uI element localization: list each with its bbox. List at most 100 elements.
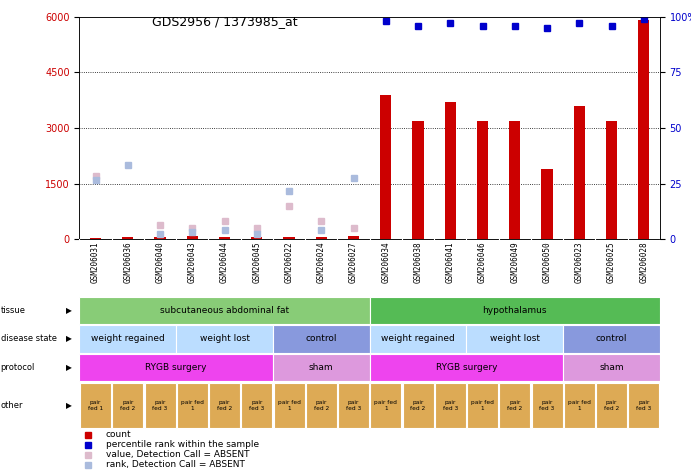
Bar [338,383,369,428]
Text: tissue: tissue [1,306,26,315]
Text: control: control [596,335,627,343]
Bar [541,169,553,239]
Text: pair
fed 2: pair fed 2 [507,400,522,410]
Bar [380,95,391,239]
Bar [563,354,660,381]
Bar [467,383,498,428]
Text: GSM206050: GSM206050 [542,241,551,283]
Text: count: count [106,430,131,439]
Text: GSM206043: GSM206043 [188,241,197,283]
Bar [274,383,305,428]
Bar [273,325,370,353]
Bar [273,354,370,381]
Bar [283,237,294,239]
Text: pair
fed 2: pair fed 2 [604,400,619,410]
Bar [348,237,359,239]
Text: GSM206034: GSM206034 [381,241,390,283]
Text: pair
fed 3: pair fed 3 [636,400,652,410]
Bar [509,120,520,239]
Text: pair
fed 3: pair fed 3 [346,400,361,410]
Text: ▶: ▶ [66,363,72,372]
Bar [241,383,272,428]
Text: RYGB surgery: RYGB surgery [145,363,207,372]
Text: disease state: disease state [1,335,57,343]
Bar [563,325,660,353]
Bar [80,383,111,428]
Text: rank, Detection Call = ABSENT: rank, Detection Call = ABSENT [106,461,245,469]
Text: pair
fed 3: pair fed 3 [540,400,555,410]
Text: weight regained: weight regained [91,335,164,343]
Text: GSM206028: GSM206028 [639,241,648,283]
Text: GSM206022: GSM206022 [285,241,294,283]
Bar [596,383,627,428]
Text: pair fed
1: pair fed 1 [375,400,397,410]
Text: pair
fed 3: pair fed 3 [249,400,265,410]
Bar [209,383,240,428]
Bar [606,120,617,239]
Text: pair fed
1: pair fed 1 [181,400,204,410]
Bar [638,20,650,239]
Text: subcutaneous abdominal fat: subcutaneous abdominal fat [160,306,289,315]
Bar [564,383,595,428]
Bar [477,120,488,239]
Bar [187,237,198,239]
Bar [154,237,166,239]
Text: pair
fed 2: pair fed 2 [410,400,426,410]
Text: GSM206023: GSM206023 [575,241,584,283]
Bar [79,354,273,381]
Text: sham: sham [309,363,334,372]
Text: ▶: ▶ [66,335,72,343]
Text: GSM206040: GSM206040 [155,241,164,283]
Text: GSM206036: GSM206036 [123,241,133,283]
Text: weight lost: weight lost [200,335,249,343]
Text: GSM206044: GSM206044 [220,241,229,283]
Text: GSM206046: GSM206046 [478,241,487,283]
Bar [370,354,563,381]
Text: pair
fed 2: pair fed 2 [314,400,329,410]
Text: hypothalamus: hypothalamus [482,306,547,315]
Bar [466,325,563,353]
Text: pair
fed 1: pair fed 1 [88,400,103,410]
Text: pair
fed 3: pair fed 3 [153,400,168,410]
Bar [306,383,337,428]
Text: GSM206041: GSM206041 [446,241,455,283]
Bar [316,237,327,239]
Bar [122,237,133,239]
Bar [574,106,585,239]
Bar [177,383,208,428]
Bar [370,297,660,324]
Text: GDS2956 / 1373985_at: GDS2956 / 1373985_at [152,15,298,28]
Text: percentile rank within the sample: percentile rank within the sample [106,440,258,449]
Text: protocol: protocol [1,363,35,372]
Bar [531,383,562,428]
Bar [403,383,433,428]
Bar [435,383,466,428]
Text: pair
fed 2: pair fed 2 [120,400,135,410]
Bar [628,383,659,428]
Text: GSM206027: GSM206027 [349,241,358,283]
Text: GSM206025: GSM206025 [607,241,616,283]
Text: weight lost: weight lost [490,335,540,343]
Text: weight regained: weight regained [381,335,455,343]
Text: other: other [1,401,23,410]
Bar [144,383,176,428]
Bar [176,325,273,353]
Text: GSM206049: GSM206049 [510,241,520,283]
Bar [444,102,456,239]
Text: GSM206038: GSM206038 [413,241,423,283]
Bar [219,237,230,239]
Bar [79,325,176,353]
Text: pair
fed 2: pair fed 2 [217,400,232,410]
Text: sham: sham [599,363,624,372]
Text: RYGB surgery: RYGB surgery [435,363,498,372]
Bar [113,383,143,428]
Text: GSM206024: GSM206024 [316,241,326,283]
Bar [79,297,370,324]
Text: GSM206045: GSM206045 [252,241,261,283]
Bar [251,237,263,239]
Text: pair
fed 3: pair fed 3 [443,400,458,410]
Text: pair fed
1: pair fed 1 [471,400,494,410]
Bar [90,237,101,239]
Text: control: control [305,335,337,343]
Text: GSM206031: GSM206031 [91,241,100,283]
